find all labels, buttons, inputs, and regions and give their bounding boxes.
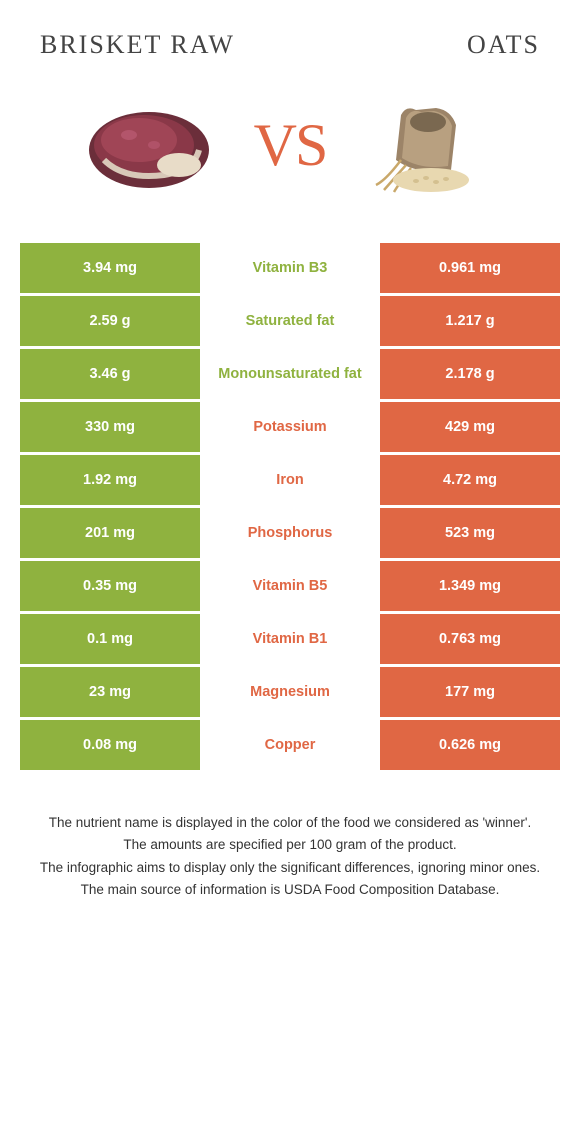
infographic-container: BRISKET RAW OATS VS [0,0,580,932]
value-left: 1.92 mg [20,455,200,505]
titles-row: BRISKET RAW OATS [20,30,560,60]
footer-line-4: The main source of information is USDA F… [30,880,550,900]
nutrient-row: 0.08 mgCopper0.626 mg [20,720,560,770]
nutrient-name: Potassium [200,402,380,452]
value-right: 523 mg [380,508,560,558]
nutrient-name: Iron [200,455,380,505]
oats-image [356,90,506,200]
nutrient-row: 0.1 mgVitamin B10.763 mg [20,614,560,664]
value-right: 1.349 mg [380,561,560,611]
title-left: BRISKET RAW [20,30,235,60]
nutrient-name: Vitamin B3 [200,243,380,293]
value-right: 0.626 mg [380,720,560,770]
nutrient-name: Phosphorus [200,508,380,558]
value-right: 0.763 mg [380,614,560,664]
value-left: 2.59 g [20,296,200,346]
nutrient-name: Vitamin B1 [200,614,380,664]
value-left: 23 mg [20,667,200,717]
footer-line-1: The nutrient name is displayed in the co… [30,813,550,833]
value-left: 330 mg [20,402,200,452]
value-left: 0.35 mg [20,561,200,611]
nutrient-name: Saturated fat [200,296,380,346]
value-right: 4.72 mg [380,455,560,505]
brisket-image [74,90,224,200]
nutrient-name: Monounsaturated fat [200,349,380,399]
value-left: 3.46 g [20,349,200,399]
nutrient-row: 330 mgPotassium429 mg [20,402,560,452]
nutrient-name: Magnesium [200,667,380,717]
images-row: VS [20,90,560,200]
value-right: 429 mg [380,402,560,452]
nutrient-table: 3.94 mgVitamin B30.961 mg2.59 gSaturated… [20,240,560,773]
nutrient-row: 23 mgMagnesium177 mg [20,667,560,717]
footer-line-2: The amounts are specified per 100 gram o… [30,835,550,855]
nutrient-row: 2.59 gSaturated fat1.217 g [20,296,560,346]
title-right: OATS [467,30,560,60]
nutrient-row: 3.94 mgVitamin B30.961 mg [20,243,560,293]
nutrient-row: 201 mgPhosphorus523 mg [20,508,560,558]
nutrient-row: 1.92 mgIron4.72 mg [20,455,560,505]
footer-text: The nutrient name is displayed in the co… [20,813,560,900]
value-left: 0.1 mg [20,614,200,664]
nutrient-name: Copper [200,720,380,770]
value-right: 2.178 g [380,349,560,399]
footer-line-3: The infographic aims to display only the… [30,858,550,878]
value-left: 201 mg [20,508,200,558]
value-right: 0.961 mg [380,243,560,293]
value-right: 177 mg [380,667,560,717]
nutrient-row: 3.46 gMonounsaturated fat2.178 g [20,349,560,399]
value-left: 0.08 mg [20,720,200,770]
nutrient-name: Vitamin B5 [200,561,380,611]
value-right: 1.217 g [380,296,560,346]
vs-label: VS [254,111,327,180]
nutrient-row: 0.35 mgVitamin B51.349 mg [20,561,560,611]
value-left: 3.94 mg [20,243,200,293]
